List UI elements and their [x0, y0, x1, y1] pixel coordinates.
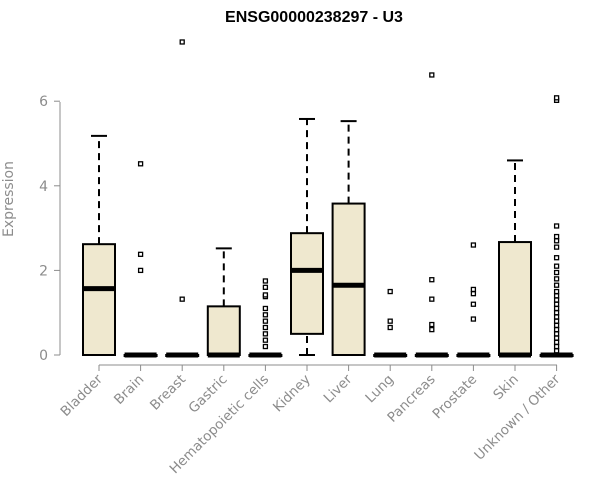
y-tick-label: 0 — [39, 348, 48, 364]
x-tick-label-prostate: Prostate — [430, 372, 481, 423]
box-iqr — [82, 243, 116, 356]
outlier-point — [429, 277, 435, 283]
outlier-point — [553, 238, 560, 244]
outlier-point — [553, 297, 560, 303]
outlier-point — [179, 296, 185, 302]
box-lung — [373, 288, 408, 358]
x-tick-label-kidney: Kidney — [270, 372, 314, 416]
outlier-point — [262, 337, 269, 343]
x-tick-label-brain: Brain — [111, 372, 147, 408]
outlier-point — [553, 288, 560, 295]
outlier-point — [262, 331, 269, 337]
y-tick-label: 4 — [39, 179, 48, 195]
outlier-point — [262, 292, 269, 298]
box-iqr — [290, 232, 324, 335]
outlier-point — [470, 316, 477, 322]
outlier-point — [553, 293, 560, 299]
outlier-point — [387, 318, 393, 324]
outlier-point — [137, 251, 144, 257]
y-axis-label: Expression — [1, 161, 17, 237]
outlier-point — [553, 314, 560, 320]
outlier-point — [553, 233, 560, 240]
outlier-point — [429, 296, 435, 302]
outlier-point — [553, 326, 560, 333]
outlier-point — [429, 321, 435, 328]
box-iqr — [498, 241, 532, 357]
outlier-point — [553, 310, 560, 316]
outlier-point — [470, 242, 477, 248]
boxes — [82, 39, 574, 358]
outlier-point — [553, 331, 560, 337]
x-tick-label-skin: Skin — [490, 372, 522, 404]
outlier-point — [553, 318, 560, 324]
outlier-point — [553, 339, 560, 345]
outlier-point — [470, 301, 477, 307]
outlier-point — [137, 267, 144, 274]
outlier-point — [387, 324, 393, 331]
outlier-point — [553, 223, 560, 229]
y-ticks: 0 2 4 6 — [39, 94, 60, 364]
box-pancreas — [414, 72, 449, 358]
outlier-point — [470, 291, 477, 297]
box-iqr — [206, 305, 241, 357]
outlier-point — [553, 335, 560, 341]
box-unknown-other — [539, 95, 574, 358]
outlier-point — [137, 161, 144, 167]
x-tick-label-breast: Breast — [147, 372, 189, 414]
outlier-point — [553, 343, 560, 350]
outlier-point — [553, 276, 560, 282]
outlier-point — [262, 324, 269, 331]
outlier-point — [553, 301, 560, 307]
box-breast — [165, 39, 200, 358]
chart-title: ENSG00000238297 - U3 — [225, 9, 403, 26]
box-bladder — [82, 134, 116, 356]
x-tick-label-liver: Liver — [321, 371, 356, 406]
outlier-point — [553, 255, 560, 261]
outlier-point — [262, 312, 269, 318]
outlier-point — [262, 305, 269, 312]
box-gastric — [206, 247, 241, 358]
box-hematopoietic-cells — [248, 278, 283, 358]
box-kidney — [290, 117, 324, 356]
outlier-point — [262, 278, 269, 284]
outlier-point — [429, 326, 435, 333]
outlier-point — [179, 39, 185, 45]
outlier-point — [553, 269, 560, 276]
box-prostate — [456, 242, 491, 358]
outlier-point — [553, 322, 560, 329]
outlier-point — [553, 263, 560, 269]
outlier-point — [262, 284, 269, 290]
outlier-point — [553, 95, 560, 101]
box-skin — [498, 159, 532, 358]
outlier-point — [429, 72, 435, 78]
box-liver — [331, 120, 366, 356]
outlier-point — [470, 286, 477, 293]
outlier-point — [387, 288, 393, 295]
y-tick-label: 6 — [39, 94, 48, 110]
x-tick-label-bladder: Bladder — [58, 371, 107, 420]
box-brain — [123, 161, 158, 358]
outlier-point — [553, 348, 560, 354]
y-tick-label: 2 — [39, 263, 48, 279]
outlier-point — [262, 318, 269, 324]
outlier-point — [553, 282, 560, 288]
outlier-point — [553, 305, 560, 312]
outlier-point — [553, 244, 560, 250]
box-iqr — [331, 202, 366, 356]
x-tick-label-lung: Lung — [362, 372, 397, 407]
outlier-point — [262, 343, 269, 350]
